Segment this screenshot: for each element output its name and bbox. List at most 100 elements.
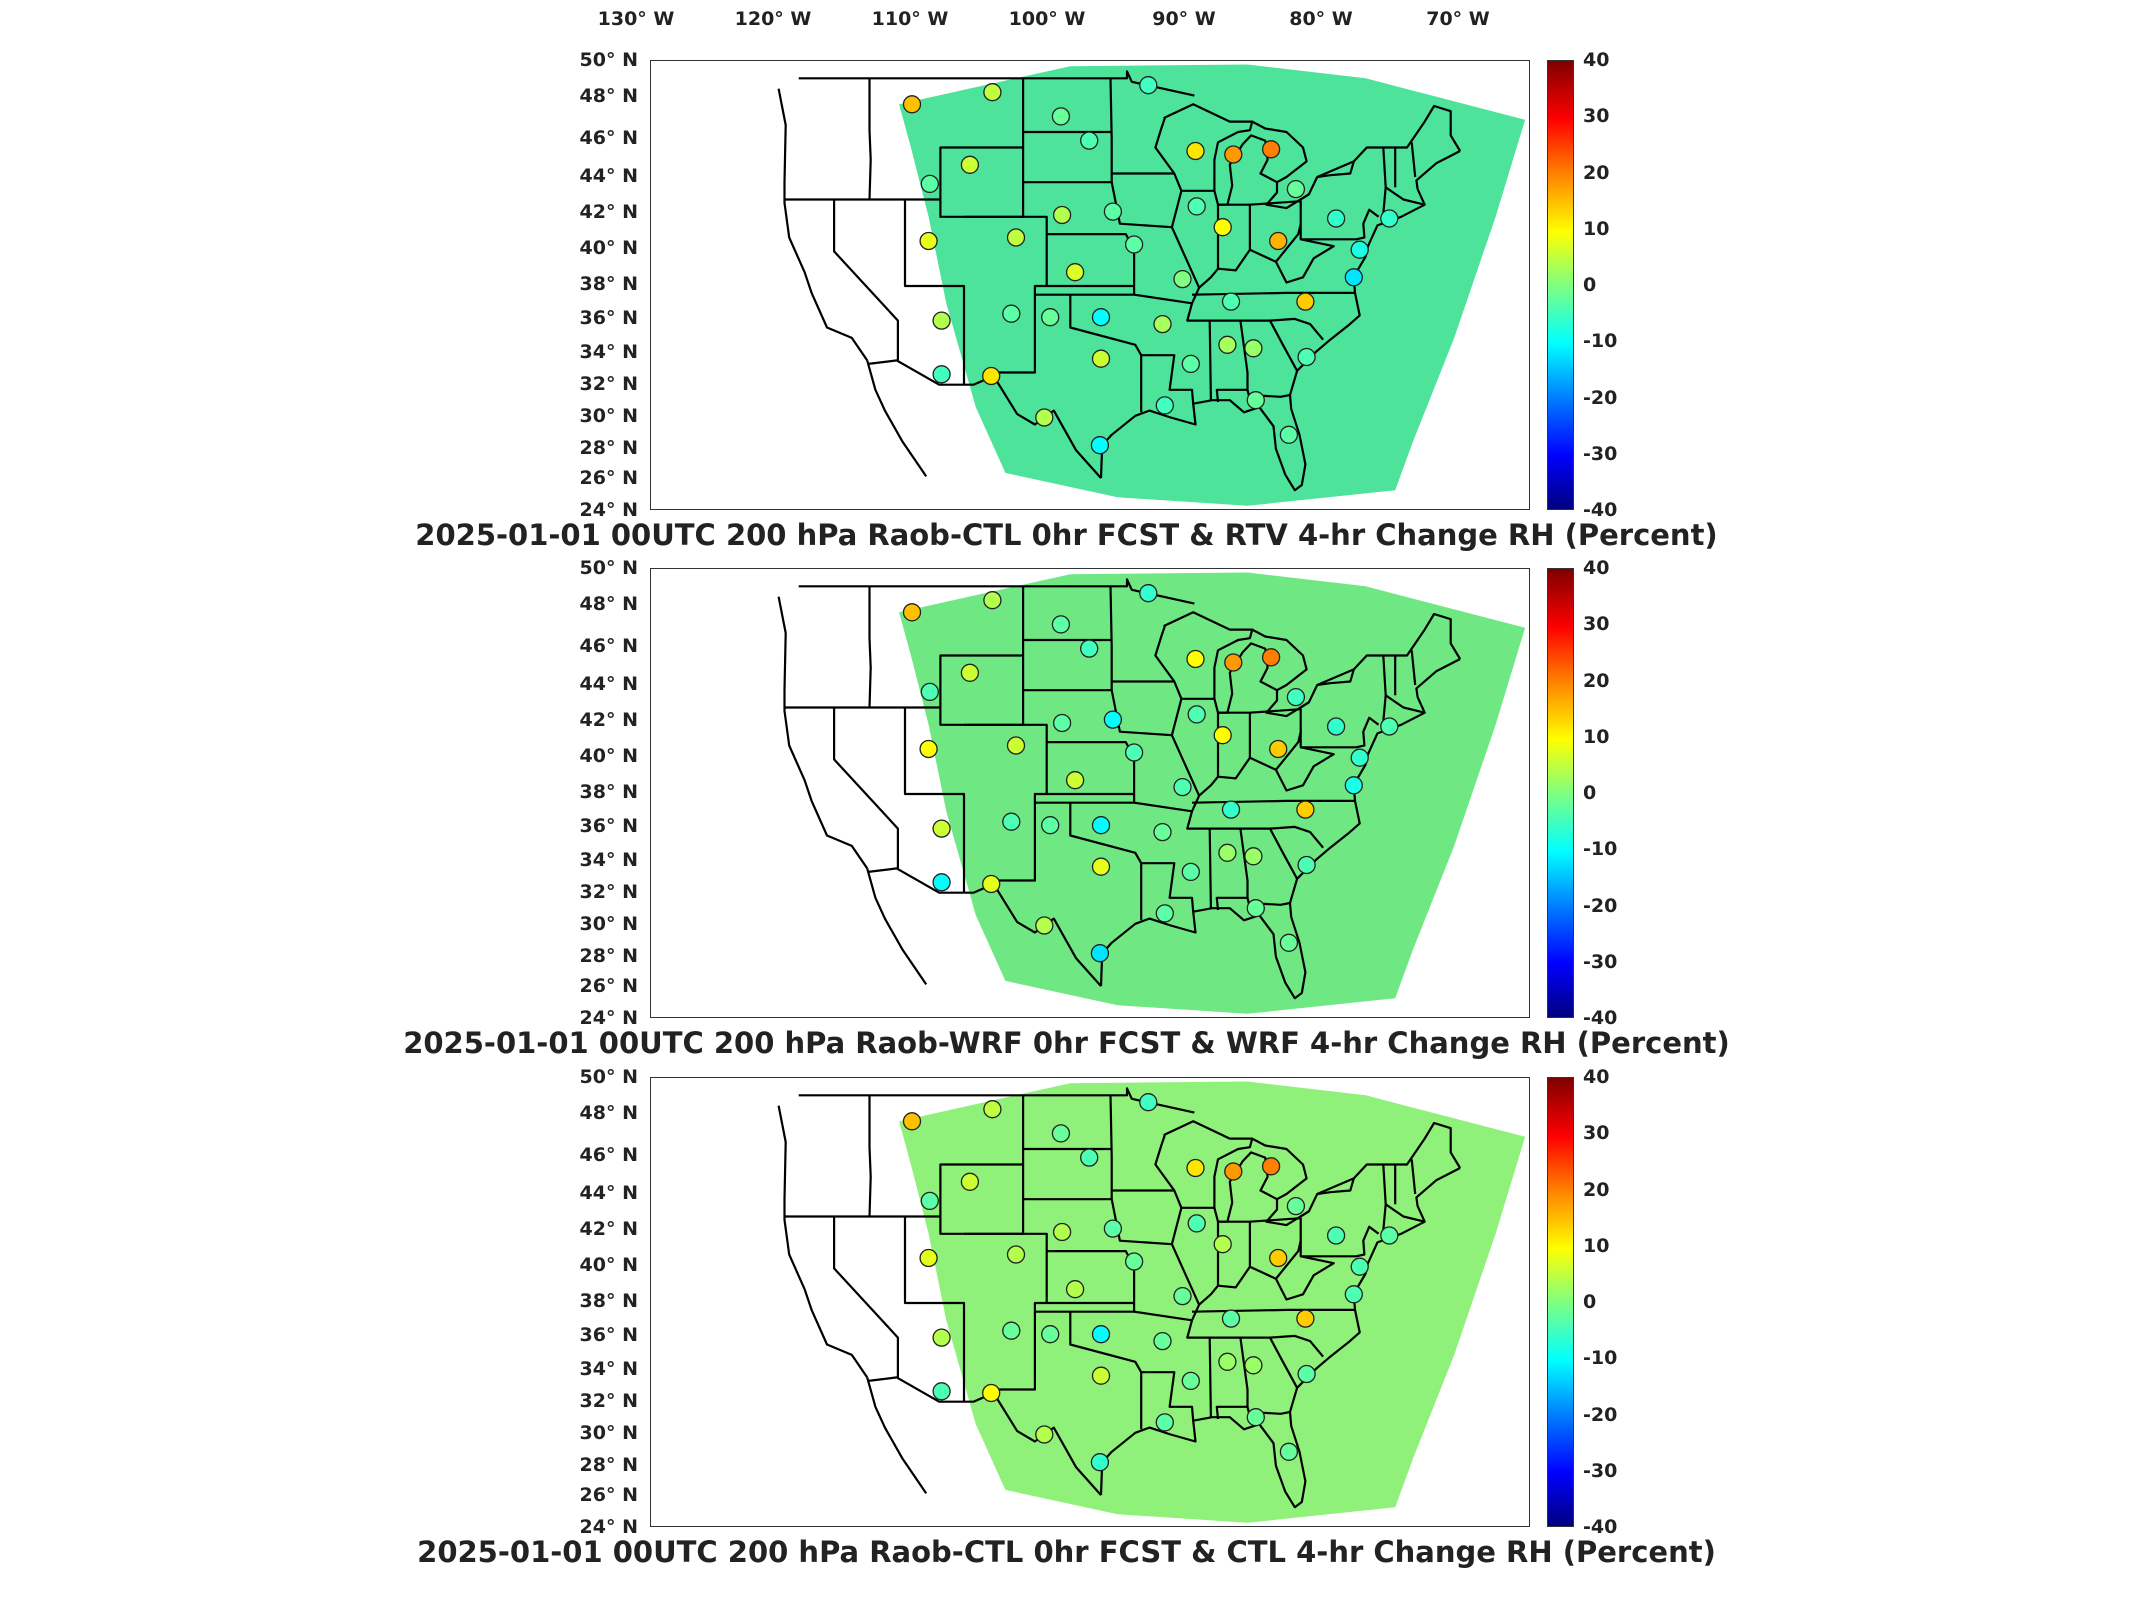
map-boundary-line (1163, 611, 1310, 718)
map-boundary-line (1141, 1371, 1195, 1421)
raob-station-marker (1187, 197, 1206, 216)
colorbar-tick-label: -30 (1583, 1459, 1618, 1482)
map-boundary-line (833, 707, 899, 869)
lat-label: 50° N (579, 49, 638, 71)
raob-station-marker (1279, 425, 1299, 444)
raob-station-marker (902, 603, 922, 622)
lat-label: 46° N (579, 635, 638, 657)
map-frame (650, 1077, 1530, 1527)
raob-station-marker (1221, 800, 1241, 819)
colorbar-tick-label: 10 (1583, 1234, 1610, 1257)
lat-label: 34° N (579, 341, 638, 363)
raob-station-marker (1052, 205, 1072, 225)
map-boundary-line (939, 707, 1048, 882)
raob-station-marker (1065, 263, 1085, 282)
raob-station-marker (1279, 1442, 1299, 1461)
raob-station-marker (920, 174, 939, 194)
panel-title: 2025-01-01 00UTC 200 hPa Raob-WRF 0hr FC… (403, 1026, 1730, 1060)
map-boundary-line (1382, 147, 1387, 214)
map-boundary-line (1133, 1310, 1193, 1322)
raob-station-marker (982, 366, 1001, 386)
raob-station-marker (1035, 408, 1054, 427)
raob-station-marker (1244, 339, 1263, 358)
map-boundary-line (1099, 150, 1461, 492)
lon-label: 120° W (734, 8, 812, 30)
raob-station-marker (1344, 268, 1363, 287)
raob-station-marker (1051, 615, 1071, 634)
raob-station-marker (1296, 292, 1315, 311)
raob-station-marker (919, 1248, 938, 1268)
raob-station-marker (1244, 847, 1263, 866)
lat-label: 26° N (579, 975, 638, 997)
map-boundary-line (784, 1095, 1025, 1218)
raob-station-marker (982, 874, 1001, 894)
raob-station-marker (983, 83, 1002, 102)
lat-label: 26° N (579, 467, 638, 489)
lat-label: 38° N (579, 1290, 638, 1312)
raob-station-marker (1103, 710, 1123, 729)
raob-station-marker (1035, 916, 1054, 935)
lat-label: 42° N (579, 201, 638, 223)
map-boundary-line (777, 1105, 869, 1379)
lat-label: 24° N (579, 499, 638, 521)
raob-station-marker (1224, 1162, 1243, 1181)
map-boundary-line (903, 1216, 966, 1402)
map-boundary-line (1382, 1164, 1387, 1231)
raob-station-marker (1269, 1248, 1288, 1268)
map-boundary-line (1385, 186, 1425, 206)
colorbar-tick-label: -20 (1583, 894, 1618, 917)
map-boundary-line (964, 1164, 1025, 1235)
raob-station-marker (1173, 777, 1192, 797)
map-svg (777, 1081, 1526, 1523)
map-boundary-line (964, 655, 1025, 726)
map-boundary-line (868, 78, 872, 200)
raob-station-marker (1091, 1325, 1111, 1344)
raob-station-marker (1153, 314, 1172, 334)
colorbar-tick-label: 0 (1583, 1291, 1597, 1313)
raob-station-marker (1080, 1148, 1099, 1167)
map-boundary-line (1198, 204, 1220, 289)
lat-label: 28° N (579, 437, 638, 459)
colorbar-tick-label: 20 (1583, 1178, 1610, 1201)
lat-label: 48° N (579, 1102, 638, 1124)
map-boundary-line (1069, 294, 1143, 413)
map-boundary-line (1163, 103, 1310, 210)
map-boundary-line (866, 1377, 928, 1495)
raob-station-marker (1173, 1286, 1192, 1306)
raob-station-marker (1246, 1408, 1265, 1427)
lat-label: 28° N (579, 945, 638, 967)
colorbar-tick-label: 20 (1583, 161, 1610, 184)
raob-station-marker (1213, 726, 1232, 745)
map-svg (777, 64, 1526, 506)
raob-station-marker (1380, 209, 1399, 228)
map-boundary-line (964, 147, 1025, 218)
colorbar-tick-label: 0 (1583, 274, 1597, 296)
raob-station-marker (1041, 816, 1060, 835)
map-boundary-line (1023, 1095, 1113, 1201)
colorbar-tick-label: 10 (1583, 217, 1610, 240)
map-boundary-line (1300, 612, 1462, 709)
colorbar-tick-label: -20 (1583, 1403, 1618, 1426)
lat-label: 44° N (579, 673, 638, 695)
raob-station-marker (1080, 131, 1099, 150)
map-boundary-line (1300, 208, 1380, 241)
map-boundary-line (1170, 226, 1212, 401)
map-boundary-line (866, 360, 928, 478)
map-boundary-line (1209, 825, 1324, 849)
raob-station-marker (1155, 1413, 1174, 1432)
raob-station-marker (1297, 855, 1316, 875)
lat-label: 26° N (579, 1484, 638, 1506)
raob-station-marker (1155, 396, 1174, 415)
raob-station-marker (1091, 857, 1111, 876)
map-frame (650, 568, 1530, 1018)
map-boundary-line (1154, 625, 1176, 683)
raob-station-marker (1187, 705, 1206, 724)
lon-label: 70° W (1426, 8, 1490, 30)
map-boundary-line (868, 1376, 1102, 1496)
raob-station-marker (1246, 899, 1265, 918)
raob-station-marker (960, 1172, 980, 1191)
colorbar-tick-label: 30 (1583, 613, 1610, 636)
lat-label: 38° N (579, 273, 638, 295)
raob-station-marker (1221, 1309, 1241, 1328)
map-boundary-line (1249, 1217, 1302, 1280)
